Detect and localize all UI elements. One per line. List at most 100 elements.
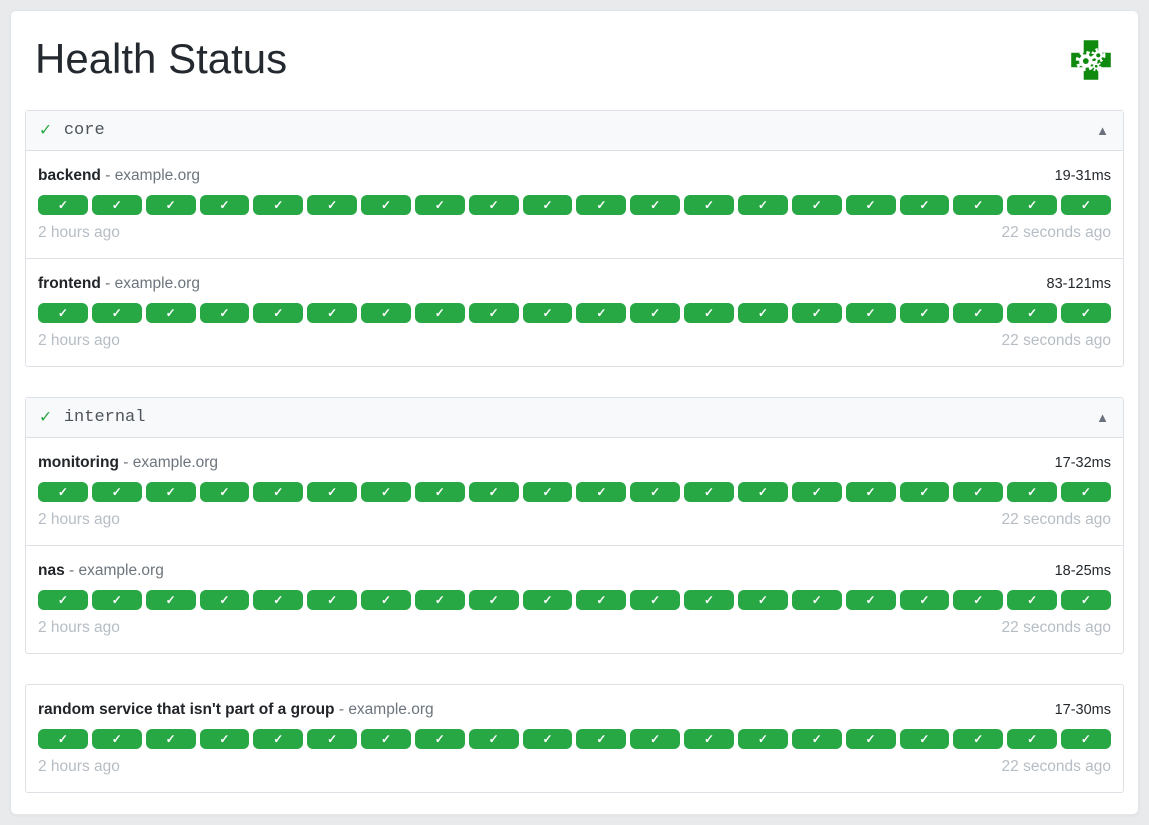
health-check-badge[interactable]: ✓: [145, 481, 196, 502]
health-check-badge[interactable]: ✓: [38, 194, 88, 215]
health-check-badge[interactable]: ✓: [1007, 481, 1058, 502]
health-check-badge[interactable]: ✓: [199, 194, 250, 215]
health-check-badge[interactable]: ✓: [1007, 728, 1058, 749]
health-check-badge[interactable]: ✓: [199, 728, 250, 749]
health-check-badge[interactable]: ✓: [522, 194, 573, 215]
health-check-badge[interactable]: ✓: [414, 194, 465, 215]
health-check-badge[interactable]: ✓: [361, 728, 411, 749]
health-check-badge[interactable]: ✓: [737, 302, 788, 323]
health-check-badge[interactable]: ✓: [522, 728, 573, 749]
health-check-badge[interactable]: ✓: [145, 589, 196, 610]
health-check-badge[interactable]: ✓: [791, 302, 842, 323]
health-check-badge[interactable]: ✓: [468, 481, 519, 502]
health-check-badge[interactable]: ✓: [38, 481, 88, 502]
health-check-badge[interactable]: ✓: [91, 194, 142, 215]
health-check-badge[interactable]: ✓: [630, 481, 681, 502]
health-check-badge[interactable]: ✓: [576, 302, 627, 323]
health-check-badge[interactable]: ✓: [791, 194, 842, 215]
health-check-badge[interactable]: ✓: [414, 589, 465, 610]
health-check-badge[interactable]: ✓: [361, 481, 411, 502]
health-check-badge[interactable]: ✓: [91, 302, 142, 323]
health-check-badge[interactable]: ✓: [38, 589, 88, 610]
health-check-badge[interactable]: ✓: [845, 194, 896, 215]
health-check-badge[interactable]: ✓: [307, 481, 358, 502]
health-check-badge[interactable]: ✓: [253, 481, 304, 502]
health-check-badge[interactable]: ✓: [307, 589, 358, 610]
health-check-badge[interactable]: ✓: [145, 302, 196, 323]
health-check-badge[interactable]: ✓: [1007, 302, 1058, 323]
health-check-badge[interactable]: ✓: [361, 194, 411, 215]
health-check-badge[interactable]: ✓: [199, 302, 250, 323]
health-check-badge[interactable]: ✓: [145, 728, 196, 749]
health-check-badge[interactable]: ✓: [899, 302, 950, 323]
health-check-badge[interactable]: ✓: [468, 302, 519, 323]
health-check-badge[interactable]: ✓: [737, 194, 788, 215]
health-check-badge[interactable]: ✓: [576, 481, 627, 502]
health-check-badge[interactable]: ✓: [737, 589, 788, 610]
health-check-badge[interactable]: ✓: [1007, 194, 1058, 215]
health-check-badge[interactable]: ✓: [899, 481, 950, 502]
health-check-badge[interactable]: ✓: [414, 728, 465, 749]
health-check-badge[interactable]: ✓: [684, 194, 734, 215]
health-check-badge[interactable]: ✓: [199, 589, 250, 610]
health-check-badge[interactable]: ✓: [1061, 481, 1111, 502]
collapse-arrow-icon[interactable]: ▲: [1096, 122, 1109, 138]
health-check-badge[interactable]: ✓: [307, 728, 358, 749]
health-check-badge[interactable]: ✓: [630, 302, 681, 323]
health-check-badge[interactable]: ✓: [253, 302, 304, 323]
health-check-badge[interactable]: ✓: [38, 728, 88, 749]
health-check-badge[interactable]: ✓: [307, 302, 358, 323]
health-check-badge[interactable]: ✓: [253, 194, 304, 215]
health-check-badge[interactable]: ✓: [684, 728, 734, 749]
health-check-badge[interactable]: ✓: [791, 589, 842, 610]
health-check-badge[interactable]: ✓: [522, 481, 573, 502]
health-check-badge[interactable]: ✓: [522, 302, 573, 323]
health-check-badge[interactable]: ✓: [1061, 302, 1111, 323]
health-check-badge[interactable]: ✓: [199, 481, 250, 502]
health-check-badge[interactable]: ✓: [91, 481, 142, 502]
health-check-badge[interactable]: ✓: [576, 194, 627, 215]
health-check-badge[interactable]: ✓: [953, 728, 1004, 749]
health-check-badge[interactable]: ✓: [630, 728, 681, 749]
group-header[interactable]: ✓ internal ▲: [26, 397, 1123, 438]
health-check-badge[interactable]: ✓: [468, 194, 519, 215]
health-check-badge[interactable]: ✓: [1061, 194, 1111, 215]
health-check-badge[interactable]: ✓: [468, 589, 519, 610]
health-check-badge[interactable]: ✓: [791, 481, 842, 502]
health-check-badge[interactable]: ✓: [684, 589, 734, 610]
health-check-badge[interactable]: ✓: [737, 728, 788, 749]
health-check-badge[interactable]: ✓: [791, 728, 842, 749]
health-check-badge[interactable]: ✓: [899, 194, 950, 215]
health-check-badge[interactable]: ✓: [630, 194, 681, 215]
health-check-badge[interactable]: ✓: [1061, 589, 1111, 610]
health-check-badge[interactable]: ✓: [414, 481, 465, 502]
health-check-badge[interactable]: ✓: [953, 589, 1004, 610]
health-check-badge[interactable]: ✓: [361, 589, 411, 610]
health-check-badge[interactable]: ✓: [576, 589, 627, 610]
health-check-badge[interactable]: ✓: [576, 728, 627, 749]
health-check-badge[interactable]: ✓: [361, 302, 411, 323]
health-check-badge[interactable]: ✓: [953, 194, 1004, 215]
health-check-badge[interactable]: ✓: [845, 589, 896, 610]
health-check-badge[interactable]: ✓: [953, 302, 1004, 323]
health-check-badge[interactable]: ✓: [307, 194, 358, 215]
health-check-badge[interactable]: ✓: [145, 194, 196, 215]
health-check-badge[interactable]: ✓: [845, 481, 896, 502]
health-check-badge[interactable]: ✓: [845, 728, 896, 749]
collapse-arrow-icon[interactable]: ▲: [1096, 409, 1109, 425]
group-header[interactable]: ✓ core ▲: [26, 110, 1123, 151]
health-check-badge[interactable]: ✓: [414, 302, 465, 323]
health-check-badge[interactable]: ✓: [253, 728, 304, 749]
health-check-badge[interactable]: ✓: [899, 589, 950, 610]
health-check-badge[interactable]: ✓: [845, 302, 896, 323]
health-check-badge[interactable]: ✓: [630, 589, 681, 610]
health-check-badge[interactable]: ✓: [737, 481, 788, 502]
health-check-badge[interactable]: ✓: [468, 728, 519, 749]
health-check-badge[interactable]: ✓: [899, 728, 950, 749]
health-check-badge[interactable]: ✓: [91, 728, 142, 749]
health-check-badge[interactable]: ✓: [1061, 728, 1111, 749]
health-check-badge[interactable]: ✓: [684, 302, 734, 323]
health-check-badge[interactable]: ✓: [684, 481, 734, 502]
health-check-badge[interactable]: ✓: [253, 589, 304, 610]
health-check-badge[interactable]: ✓: [953, 481, 1004, 502]
